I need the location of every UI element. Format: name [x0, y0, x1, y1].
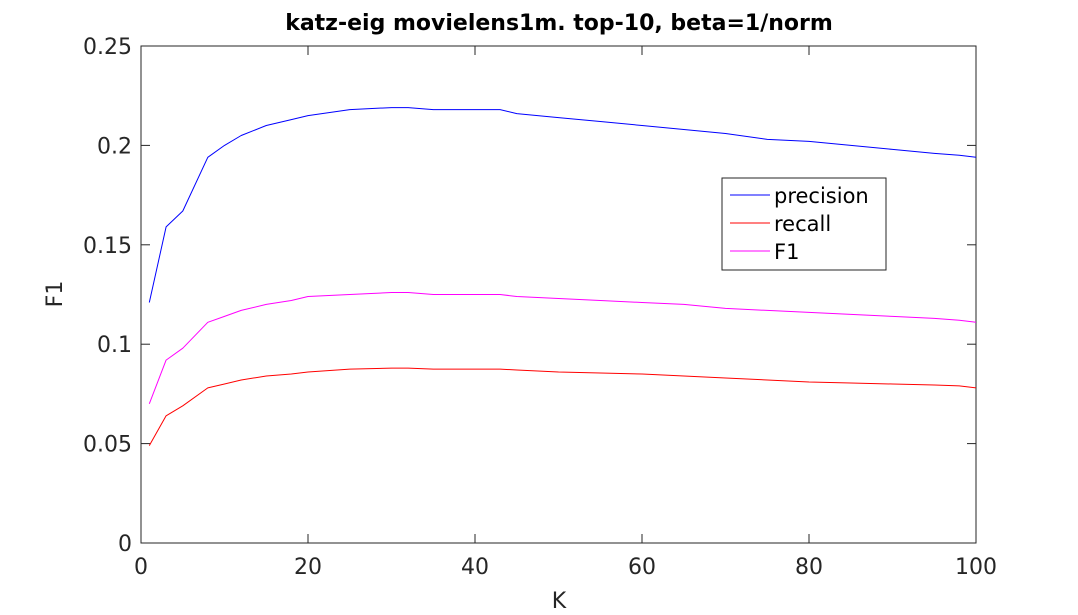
plot-area: 0 20 40 60 80 100 0 0.05 0.1 0.15 0.2 0.25: [83, 35, 997, 580]
legend-label-precision: precision: [774, 184, 869, 208]
series-line-recall: [148, 367, 977, 446]
x-tick-label: 100: [955, 555, 997, 580]
y-axis-label: F1: [43, 281, 68, 308]
x-tick-label: 0: [134, 555, 148, 580]
x-tick-label: 20: [294, 555, 322, 580]
legend: precision recall F1: [721, 177, 887, 271]
chart-title: katz-eig movielens1m. top-10, beta=1/nor…: [285, 11, 833, 36]
y-tick-label: 0.05: [83, 433, 132, 458]
y-tick-label: 0.2: [97, 134, 132, 159]
x-tick-label: 40: [461, 555, 489, 580]
legend-box: [721, 177, 887, 271]
x-tick-label: 60: [628, 555, 656, 580]
series-line-precision: [148, 107, 977, 303]
y-tick-label: 0.25: [83, 35, 132, 60]
x-tick-label: 80: [795, 555, 823, 580]
series-line-f1: [148, 292, 977, 404]
x-axis-label: K: [552, 589, 567, 614]
axes-box: [140, 45, 977, 544]
y-tick-label: 0.1: [97, 333, 132, 358]
legend-label-f1: F1: [774, 240, 799, 264]
y-tick-label: 0.15: [83, 234, 132, 259]
y-tick-label: 0: [118, 532, 132, 557]
legend-label-recall: recall: [774, 212, 831, 236]
